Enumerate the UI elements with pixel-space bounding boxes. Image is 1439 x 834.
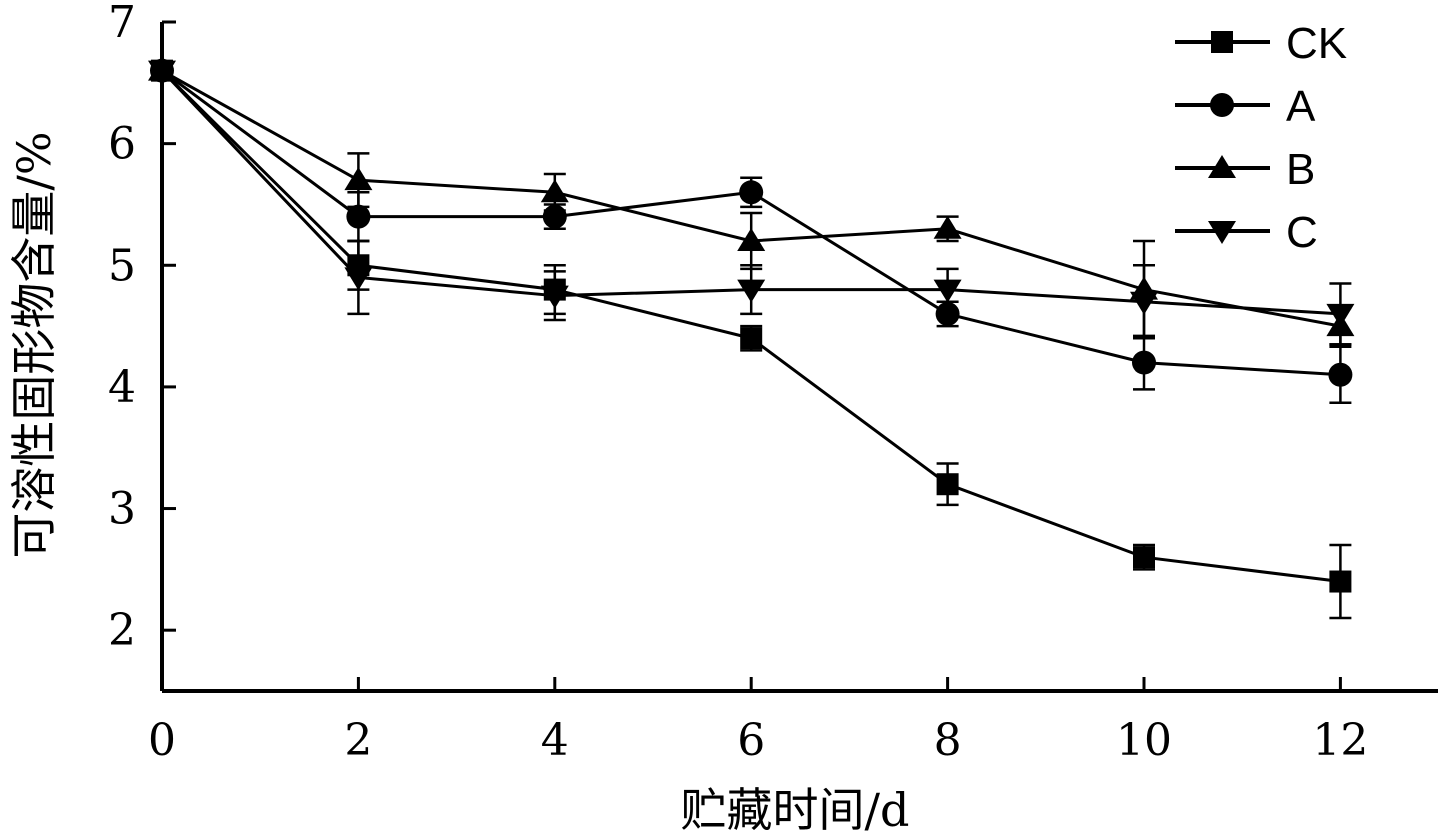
data-point <box>344 167 373 191</box>
data-point <box>737 227 766 251</box>
data-point <box>740 327 763 350</box>
x-tick-label: 4 <box>541 715 569 766</box>
legend-label: CK <box>1286 19 1347 68</box>
data-point <box>739 180 764 205</box>
y-tick-label: 7 <box>108 0 136 48</box>
legend-item-C: C <box>1175 208 1318 257</box>
data-point <box>1326 303 1355 327</box>
x-tick-label: 10 <box>1116 715 1172 766</box>
legend-label: C <box>1286 208 1318 257</box>
legend-label: A <box>1286 82 1316 131</box>
legend-marker <box>1208 221 1236 244</box>
legend-item-A: A <box>1175 82 1316 131</box>
ticks: 0 2 4 6 8 10 12 2 3 4 5 6 7 <box>108 0 1368 766</box>
y-axis-title: 可溶性固形物含量/% <box>7 131 61 558</box>
data-point <box>737 279 766 303</box>
data-point <box>933 279 962 303</box>
data-point <box>935 301 960 326</box>
x-tick-label: 12 <box>1312 715 1368 766</box>
series-CK <box>151 59 1352 620</box>
y-tick-label: 4 <box>108 362 136 413</box>
x-axis-title: 贮藏时间/d <box>681 783 910 834</box>
data-point <box>540 179 569 203</box>
x-tick-label: 2 <box>344 715 372 766</box>
legend-item-B: B <box>1175 145 1315 194</box>
x-tick-label: 6 <box>737 715 765 766</box>
data-point <box>1328 362 1353 387</box>
y-tick-label: 5 <box>108 240 136 291</box>
legend-label: B <box>1286 145 1315 194</box>
data-point <box>346 204 371 229</box>
data-point <box>1130 291 1158 315</box>
series-C <box>148 60 1355 346</box>
data-point <box>936 473 959 496</box>
data-point <box>344 267 373 291</box>
data-point <box>540 285 569 309</box>
data-point <box>1132 350 1156 375</box>
y-tick-label: 6 <box>108 119 136 170</box>
y-tick-label: 3 <box>108 484 136 535</box>
series-layer <box>148 57 1355 620</box>
x-tick-label: 8 <box>934 715 962 766</box>
legend: CK ABC <box>1175 19 1347 257</box>
legend-item-CK: CK <box>1175 19 1347 68</box>
legend-marker <box>1211 31 1233 53</box>
x-tick-label: 0 <box>148 715 176 766</box>
data-point <box>148 60 176 84</box>
legend-marker <box>1208 155 1236 178</box>
data-point <box>1133 546 1155 569</box>
y-tick-label: 2 <box>108 605 136 656</box>
axes <box>160 22 1438 693</box>
data-point <box>1329 570 1352 593</box>
data-point <box>933 215 962 239</box>
series-A <box>150 58 1353 404</box>
legend-marker <box>1210 93 1234 117</box>
